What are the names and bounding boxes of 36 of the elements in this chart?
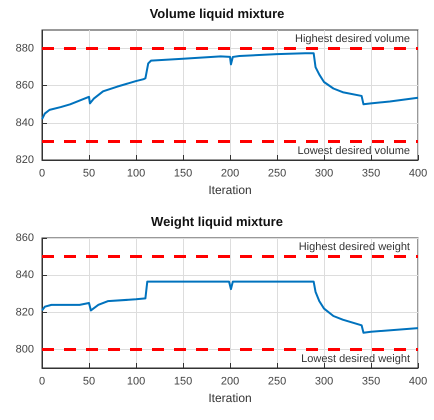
x-tick-label: 350 — [362, 376, 380, 388]
x-tick-label: 400 — [408, 168, 428, 180]
ref-line-label: Highest desired volume — [295, 33, 410, 46]
chart-title: Volume liquid mixture — [150, 6, 284, 21]
chart-title: Weight liquid mixture — [151, 214, 283, 229]
y-tick-label: 840 — [16, 116, 34, 129]
ref-line-label: Highest desired weight — [298, 241, 410, 254]
x-tick-label: 250 — [268, 376, 286, 388]
line-series — [41, 52, 419, 120]
x-tick-label: 300 — [314, 168, 334, 180]
ref-line-label: Lowest desired weight — [301, 352, 410, 365]
x-tick-label: 150 — [174, 376, 192, 388]
x-axis-title: Iteration — [208, 183, 252, 197]
y-tick-label: 880 — [16, 42, 34, 55]
x-tick-label: 0 — [38, 376, 46, 388]
y-tick-label: 860 — [16, 232, 34, 244]
y-tick-label: 860 — [16, 80, 34, 92]
x-tick-label: 400 — [408, 376, 428, 388]
x-tick-label: 50 — [82, 168, 96, 180]
x-tick-label: 150 — [174, 168, 192, 180]
x-axis-title: Iteration — [208, 391, 252, 405]
x-tick-label: 300 — [314, 376, 334, 388]
x-tick-label: 100 — [126, 376, 146, 388]
y-tick-label: 800 — [16, 343, 34, 356]
y-tick-label: 820 — [16, 154, 34, 166]
x-tick-label: 100 — [126, 168, 146, 180]
y-tick-label: 820 — [16, 306, 34, 318]
line-series — [41, 280, 419, 334]
x-tick-label: 350 — [362, 168, 380, 180]
x-tick-label: 200 — [220, 168, 240, 180]
x-tick-label: 0 — [38, 168, 46, 180]
y-tick-label: 840 — [16, 269, 34, 282]
x-tick-label: 50 — [82, 376, 96, 388]
ref-line-label: Lowest desired volume — [297, 144, 410, 157]
x-tick-label: 200 — [220, 376, 240, 388]
x-tick-label: 250 — [268, 168, 286, 180]
